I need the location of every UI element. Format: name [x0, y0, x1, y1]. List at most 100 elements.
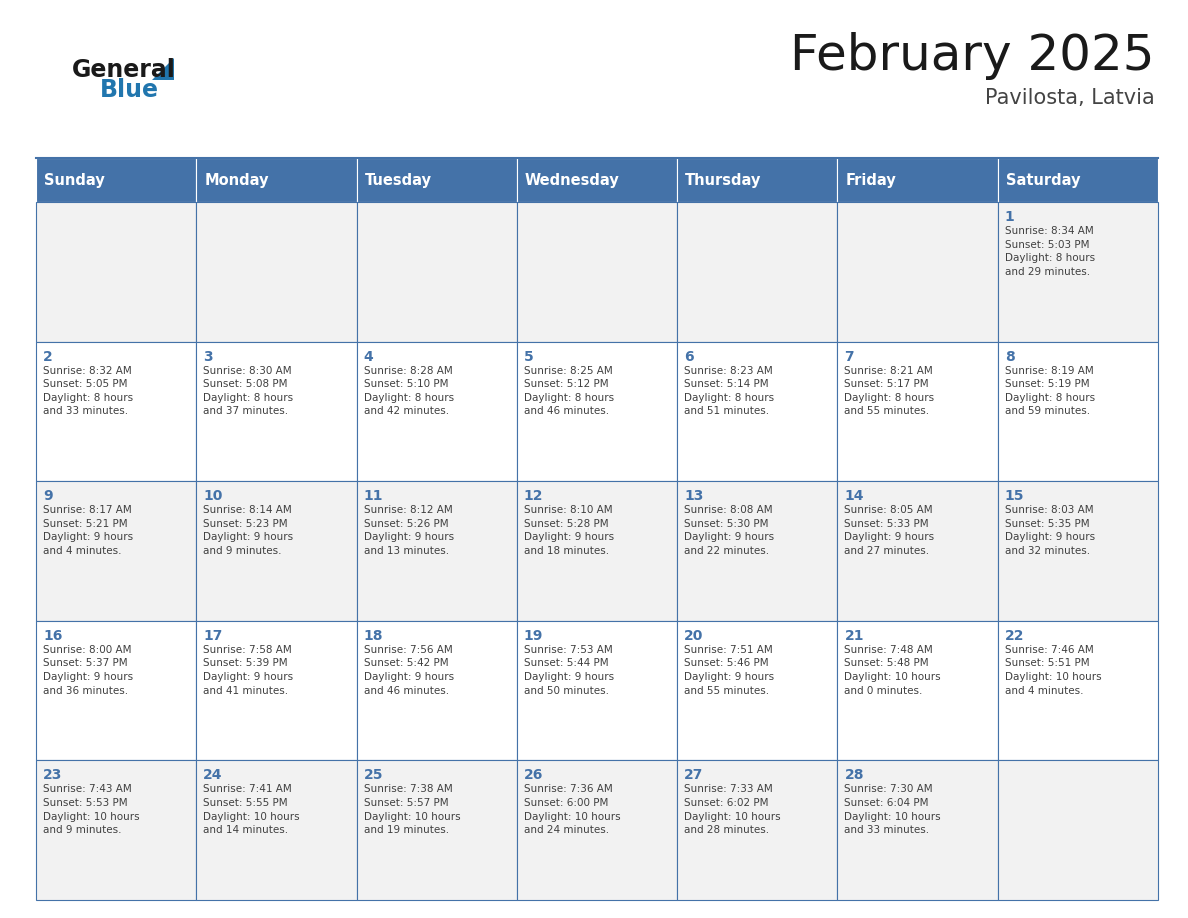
Text: 8: 8: [1005, 350, 1015, 364]
Text: Sunrise: 8:32 AM
Sunset: 5:05 PM
Daylight: 8 hours
and 33 minutes.: Sunrise: 8:32 AM Sunset: 5:05 PM Dayligh…: [43, 365, 133, 417]
Bar: [196, 621, 356, 760]
Bar: [517, 760, 677, 900]
Text: Sunrise: 7:53 AM
Sunset: 5:44 PM
Daylight: 9 hours
and 50 minutes.: Sunrise: 7:53 AM Sunset: 5:44 PM Dayligh…: [524, 644, 614, 696]
Bar: [36, 341, 196, 481]
Bar: [677, 202, 838, 341]
Bar: [36, 158, 196, 202]
Text: Sunrise: 8:23 AM
Sunset: 5:14 PM
Daylight: 8 hours
and 51 minutes.: Sunrise: 8:23 AM Sunset: 5:14 PM Dayligh…: [684, 365, 775, 417]
Text: 26: 26: [524, 768, 543, 782]
Text: General: General: [72, 58, 176, 82]
Bar: [36, 202, 196, 341]
Text: 14: 14: [845, 489, 864, 503]
Bar: [998, 760, 1158, 900]
Text: Sunrise: 8:34 AM
Sunset: 5:03 PM
Daylight: 8 hours
and 29 minutes.: Sunrise: 8:34 AM Sunset: 5:03 PM Dayligh…: [1005, 226, 1095, 277]
Text: 18: 18: [364, 629, 383, 643]
Text: 1: 1: [1005, 210, 1015, 224]
Text: Sunrise: 7:48 AM
Sunset: 5:48 PM
Daylight: 10 hours
and 0 minutes.: Sunrise: 7:48 AM Sunset: 5:48 PM Dayligh…: [845, 644, 941, 696]
Text: Sunrise: 8:03 AM
Sunset: 5:35 PM
Daylight: 9 hours
and 32 minutes.: Sunrise: 8:03 AM Sunset: 5:35 PM Dayligh…: [1005, 505, 1095, 556]
Bar: [838, 621, 998, 760]
Bar: [677, 341, 838, 481]
Bar: [196, 481, 356, 621]
Text: Wednesday: Wednesday: [525, 173, 620, 187]
Text: Sunrise: 8:21 AM
Sunset: 5:17 PM
Daylight: 8 hours
and 55 minutes.: Sunrise: 8:21 AM Sunset: 5:17 PM Dayligh…: [845, 365, 935, 417]
Text: 21: 21: [845, 629, 864, 643]
Text: Sunrise: 7:56 AM
Sunset: 5:42 PM
Daylight: 9 hours
and 46 minutes.: Sunrise: 7:56 AM Sunset: 5:42 PM Dayligh…: [364, 644, 454, 696]
Text: Sunrise: 8:28 AM
Sunset: 5:10 PM
Daylight: 8 hours
and 42 minutes.: Sunrise: 8:28 AM Sunset: 5:10 PM Dayligh…: [364, 365, 454, 417]
Text: 7: 7: [845, 350, 854, 364]
Bar: [838, 760, 998, 900]
Text: 24: 24: [203, 768, 223, 782]
Bar: [196, 158, 356, 202]
Text: Sunrise: 7:46 AM
Sunset: 5:51 PM
Daylight: 10 hours
and 4 minutes.: Sunrise: 7:46 AM Sunset: 5:51 PM Dayligh…: [1005, 644, 1101, 696]
Text: 15: 15: [1005, 489, 1024, 503]
Bar: [517, 202, 677, 341]
Bar: [196, 760, 356, 900]
Text: 12: 12: [524, 489, 543, 503]
Bar: [838, 481, 998, 621]
Bar: [677, 481, 838, 621]
Text: Sunrise: 7:36 AM
Sunset: 6:00 PM
Daylight: 10 hours
and 24 minutes.: Sunrise: 7:36 AM Sunset: 6:00 PM Dayligh…: [524, 784, 620, 835]
Bar: [998, 202, 1158, 341]
Bar: [517, 481, 677, 621]
Text: February 2025: February 2025: [790, 32, 1155, 80]
Bar: [998, 158, 1158, 202]
Bar: [677, 158, 838, 202]
Text: Sunrise: 7:38 AM
Sunset: 5:57 PM
Daylight: 10 hours
and 19 minutes.: Sunrise: 7:38 AM Sunset: 5:57 PM Dayligh…: [364, 784, 460, 835]
Bar: [196, 341, 356, 481]
Text: 6: 6: [684, 350, 694, 364]
Bar: [998, 621, 1158, 760]
Text: Sunrise: 8:17 AM
Sunset: 5:21 PM
Daylight: 9 hours
and 4 minutes.: Sunrise: 8:17 AM Sunset: 5:21 PM Dayligh…: [43, 505, 133, 556]
Text: 10: 10: [203, 489, 222, 503]
Text: 28: 28: [845, 768, 864, 782]
Text: Sunrise: 7:41 AM
Sunset: 5:55 PM
Daylight: 10 hours
and 14 minutes.: Sunrise: 7:41 AM Sunset: 5:55 PM Dayligh…: [203, 784, 299, 835]
Text: Sunrise: 8:00 AM
Sunset: 5:37 PM
Daylight: 9 hours
and 36 minutes.: Sunrise: 8:00 AM Sunset: 5:37 PM Dayligh…: [43, 644, 133, 696]
Text: 9: 9: [43, 489, 52, 503]
Text: 17: 17: [203, 629, 222, 643]
Text: 20: 20: [684, 629, 703, 643]
Bar: [356, 621, 517, 760]
Text: 25: 25: [364, 768, 383, 782]
Text: Sunrise: 7:43 AM
Sunset: 5:53 PM
Daylight: 10 hours
and 9 minutes.: Sunrise: 7:43 AM Sunset: 5:53 PM Dayligh…: [43, 784, 140, 835]
Text: Tuesday: Tuesday: [365, 173, 431, 187]
Text: Sunrise: 7:51 AM
Sunset: 5:46 PM
Daylight: 9 hours
and 55 minutes.: Sunrise: 7:51 AM Sunset: 5:46 PM Dayligh…: [684, 644, 775, 696]
Bar: [356, 760, 517, 900]
Bar: [36, 481, 196, 621]
Text: 13: 13: [684, 489, 703, 503]
Bar: [356, 158, 517, 202]
Text: Sunrise: 8:25 AM
Sunset: 5:12 PM
Daylight: 8 hours
and 46 minutes.: Sunrise: 8:25 AM Sunset: 5:12 PM Dayligh…: [524, 365, 614, 417]
Polygon shape: [152, 58, 173, 80]
Text: 4: 4: [364, 350, 373, 364]
Text: 5: 5: [524, 350, 533, 364]
Bar: [677, 621, 838, 760]
Bar: [998, 481, 1158, 621]
Text: Sunday: Sunday: [44, 173, 105, 187]
Text: Sunrise: 7:30 AM
Sunset: 6:04 PM
Daylight: 10 hours
and 33 minutes.: Sunrise: 7:30 AM Sunset: 6:04 PM Dayligh…: [845, 784, 941, 835]
Bar: [36, 621, 196, 760]
Bar: [36, 760, 196, 900]
Bar: [196, 202, 356, 341]
Text: Sunrise: 8:12 AM
Sunset: 5:26 PM
Daylight: 9 hours
and 13 minutes.: Sunrise: 8:12 AM Sunset: 5:26 PM Dayligh…: [364, 505, 454, 556]
Bar: [517, 341, 677, 481]
Text: Friday: Friday: [846, 173, 896, 187]
Text: Saturday: Saturday: [1006, 173, 1080, 187]
Bar: [838, 341, 998, 481]
Text: 11: 11: [364, 489, 383, 503]
Text: Thursday: Thursday: [685, 173, 762, 187]
Text: 16: 16: [43, 629, 63, 643]
Text: Sunrise: 7:33 AM
Sunset: 6:02 PM
Daylight: 10 hours
and 28 minutes.: Sunrise: 7:33 AM Sunset: 6:02 PM Dayligh…: [684, 784, 781, 835]
Text: Sunrise: 8:10 AM
Sunset: 5:28 PM
Daylight: 9 hours
and 18 minutes.: Sunrise: 8:10 AM Sunset: 5:28 PM Dayligh…: [524, 505, 614, 556]
Bar: [838, 202, 998, 341]
Bar: [998, 341, 1158, 481]
Text: Sunrise: 8:19 AM
Sunset: 5:19 PM
Daylight: 8 hours
and 59 minutes.: Sunrise: 8:19 AM Sunset: 5:19 PM Dayligh…: [1005, 365, 1095, 417]
Bar: [517, 158, 677, 202]
Text: 27: 27: [684, 768, 703, 782]
Text: 3: 3: [203, 350, 213, 364]
Bar: [677, 760, 838, 900]
Bar: [356, 202, 517, 341]
Text: Sunrise: 8:05 AM
Sunset: 5:33 PM
Daylight: 9 hours
and 27 minutes.: Sunrise: 8:05 AM Sunset: 5:33 PM Dayligh…: [845, 505, 935, 556]
Bar: [838, 158, 998, 202]
Text: 19: 19: [524, 629, 543, 643]
Text: Monday: Monday: [204, 173, 268, 187]
Text: 23: 23: [43, 768, 63, 782]
Text: Sunrise: 7:58 AM
Sunset: 5:39 PM
Daylight: 9 hours
and 41 minutes.: Sunrise: 7:58 AM Sunset: 5:39 PM Dayligh…: [203, 644, 293, 696]
